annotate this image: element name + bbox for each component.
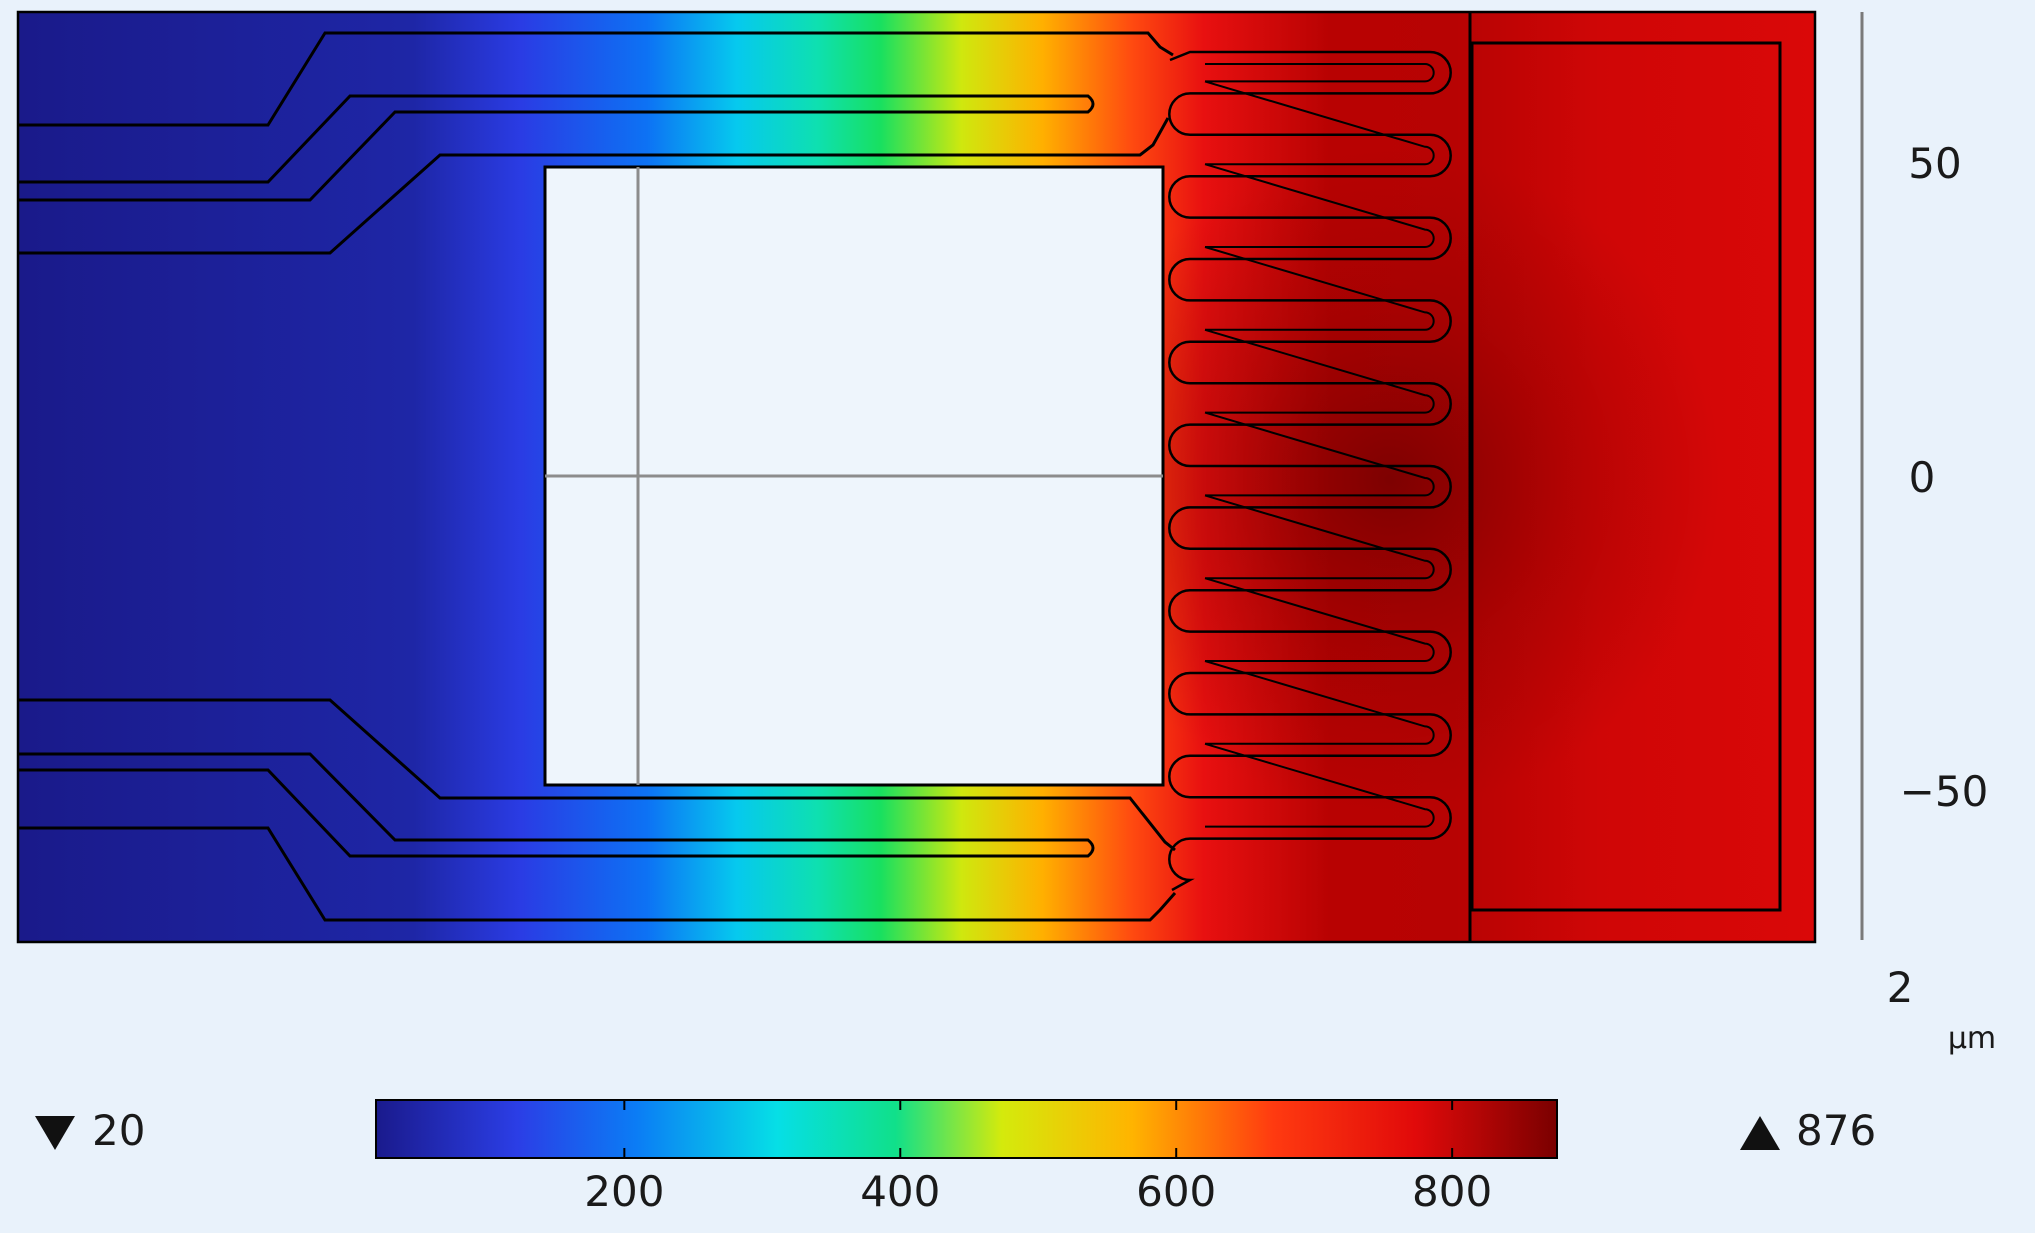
contact-pad <box>1468 12 1782 942</box>
down-triangle-icon <box>35 1116 75 1150</box>
pad-inner-frame <box>1470 41 1782 912</box>
colorbar-gradient <box>375 1099 1558 1159</box>
colorbar-max-label: 876 <box>1796 1106 1876 1155</box>
meander-heater <box>1168 50 1452 892</box>
meander-heater-path <box>1168 50 1452 892</box>
y-tick-label-minus-50: −50 <box>1900 767 1989 816</box>
colorbar-tick-label-200: 200 <box>584 1167 664 1216</box>
field-border <box>16 10 1817 944</box>
colorbar-tick-label-600: 600 <box>1136 1167 1216 1216</box>
lower-trace-b <box>18 752 1095 858</box>
y-tick-label-50: 50 <box>1908 139 1961 188</box>
scale-value: 2 <box>1887 963 1914 1012</box>
upper-trace-c <box>18 117 1170 255</box>
y-axis: 50 0 −50 2 µm <box>1860 12 1996 1056</box>
meander-heater-inner-path <box>1204 63 1435 828</box>
unit-label: µm <box>1948 1021 1996 1056</box>
colorbar-min-label: 20 <box>92 1106 145 1155</box>
electrode-traces <box>18 31 1177 922</box>
upper-trace-a <box>18 31 1174 127</box>
upper-trace-b <box>18 94 1095 202</box>
up-triangle-icon <box>1740 1116 1780 1150</box>
colorbar-tick-labels: 200 400 600 800 <box>584 1167 1492 1216</box>
colorbar-ticks <box>623 1100 1454 1158</box>
lower-trace-a <box>18 698 1176 852</box>
y-tick-label-0: 0 <box>1909 453 1936 502</box>
colorbar-tick-label-400: 400 <box>860 1167 940 1216</box>
colorbar-tick-label-800: 800 <box>1412 1167 1492 1216</box>
colorbar: 20 200 400 600 800 876 <box>35 1099 1876 1216</box>
central-cavity <box>543 165 1165 787</box>
lower-trace-c <box>18 826 1177 922</box>
